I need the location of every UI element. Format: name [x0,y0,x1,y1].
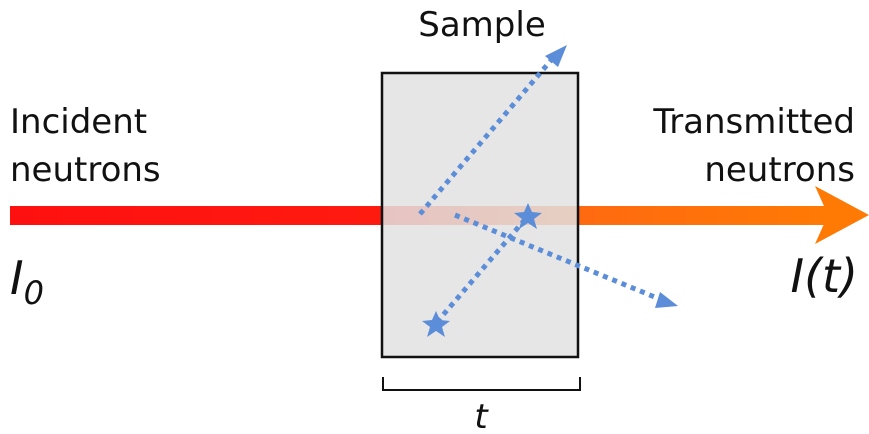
beam-arrowhead [815,186,869,244]
intensity-symbol: I [10,251,24,305]
scatter-arrowhead [655,292,678,308]
sample-block [380,71,580,359]
scatter-paths [418,45,678,337]
scatter-path [418,56,555,216]
incident-label: neutrons [10,150,161,190]
scatter-path [435,214,530,324]
scatter-arrowhead [545,45,567,67]
transmitted-intensity: I(t) [791,249,859,303]
sample-label: Sample [418,5,545,45]
interaction-star [422,311,450,337]
thickness-label: t [474,397,489,434]
transmitted-label: neutrons [704,150,855,190]
interaction-star [514,203,542,229]
transmitted-label: Transmitted [652,102,855,142]
thickness-bracket [382,377,581,391]
intensity-subscript: 0 [24,274,44,312]
incident-label: Incident [10,102,147,142]
incident-intensity: I0 [10,251,44,312]
scatter-path [454,212,663,303]
